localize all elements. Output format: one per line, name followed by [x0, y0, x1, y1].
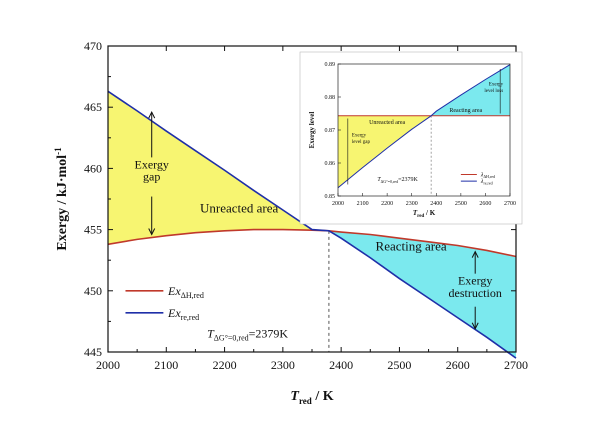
inset-x-tick-label: 2300: [406, 201, 418, 207]
reacting-area-label: Reacting area: [376, 238, 447, 253]
y-tick-label: 465: [84, 100, 102, 114]
inset-gap-label: Exergy: [352, 134, 367, 139]
exergy-destruction-arrowhead-up: [471, 250, 479, 258]
crossover-temperature-label: TΔG°=0,red=2379K: [207, 326, 288, 342]
legend-label-ex-re-red: Exre,red: [167, 306, 199, 322]
y-tick-label: 470: [84, 39, 102, 53]
inset-x-tick-label: 2200: [381, 201, 393, 207]
inset-unreacted-label: Unreacted area: [369, 120, 405, 126]
inset-series-lambda-re-red: [337, 64, 511, 189]
inset-crossover-label: TΔG°=0,red=2379K: [377, 177, 418, 185]
reacting-area-fill: [328, 230, 516, 359]
y-tick-label: 455: [84, 223, 102, 237]
y-tick-label: 445: [84, 345, 102, 359]
inset-y-tick-label: 0.88: [325, 95, 336, 101]
x-tick-label: 2700: [504, 358, 528, 372]
inset-chart: 2000 2100 2200 2300 2400 2500 2600 2700 0.85 0.86…: [299, 51, 523, 225]
x-tick-label: 2100: [154, 358, 178, 372]
inset-loss-label: Exergy: [489, 82, 504, 87]
inset-x-tick-label: 2500: [455, 201, 467, 207]
x-tick-label: 2600: [446, 358, 470, 372]
y-tick-label: 450: [84, 284, 102, 298]
y-axis-title: Exergy / kJ·mol-1: [53, 147, 70, 251]
exergy-gap-label: gap: [143, 170, 160, 184]
exergy-destruction-label: destruction: [449, 286, 502, 300]
y-tick-label: 460: [84, 161, 102, 175]
inset-reacting-label: Reacting area: [449, 108, 482, 114]
x-tick-label: 2200: [213, 358, 237, 372]
inset-gap-label: level gap: [352, 140, 371, 145]
exergy-gap-arrowhead-down: [148, 228, 156, 236]
inset-legend-label-re: λre,red: [480, 179, 493, 187]
inset-x-tick-label: 2700: [504, 201, 516, 207]
inset-x-tick-label: 2000: [332, 201, 344, 207]
inset-loss-label: level loss: [484, 89, 503, 94]
unreacted-area-label: Unreacted area: [200, 200, 279, 215]
inset-unreacted-fill: [338, 115, 432, 188]
inset-reacting-fill: [431, 64, 510, 116]
inset-x-tick-label: 2400: [430, 201, 442, 207]
inset-legend-label-dh: λΔH,red: [480, 173, 495, 181]
x-tick-label: 2300: [271, 358, 295, 372]
inset-x-axis-title: Tred / K: [413, 209, 436, 219]
legend-label-ex-dh-red: ExΔH,red: [167, 284, 204, 300]
x-tick-label: 2000: [96, 358, 120, 372]
x-tick-label: 2500: [387, 358, 411, 372]
exergy-gap-label: Exergy: [134, 157, 168, 171]
exergy-gap-arrowhead-up: [148, 110, 156, 119]
inset-y-tick-label: 0.86: [325, 161, 336, 167]
inset-y-tick-label: 0.89: [325, 62, 336, 68]
inset-y-axis-title: Exergy level: [308, 112, 316, 149]
inset-x-tick-label: 2600: [479, 201, 491, 207]
inset-y-tick-label: 0.85: [325, 194, 336, 200]
x-axis-title: Tred / K: [290, 389, 333, 406]
inset-y-tick-label: 0.87: [325, 128, 336, 134]
x-tick-label: 2400: [329, 358, 353, 372]
series-line-ex-re-red: [107, 90, 517, 359]
exergy-destruction-arrowhead-down: [471, 322, 479, 330]
exergy-destruction-label: Exergy: [458, 274, 492, 288]
inset-x-tick-label: 2100: [357, 201, 369, 207]
